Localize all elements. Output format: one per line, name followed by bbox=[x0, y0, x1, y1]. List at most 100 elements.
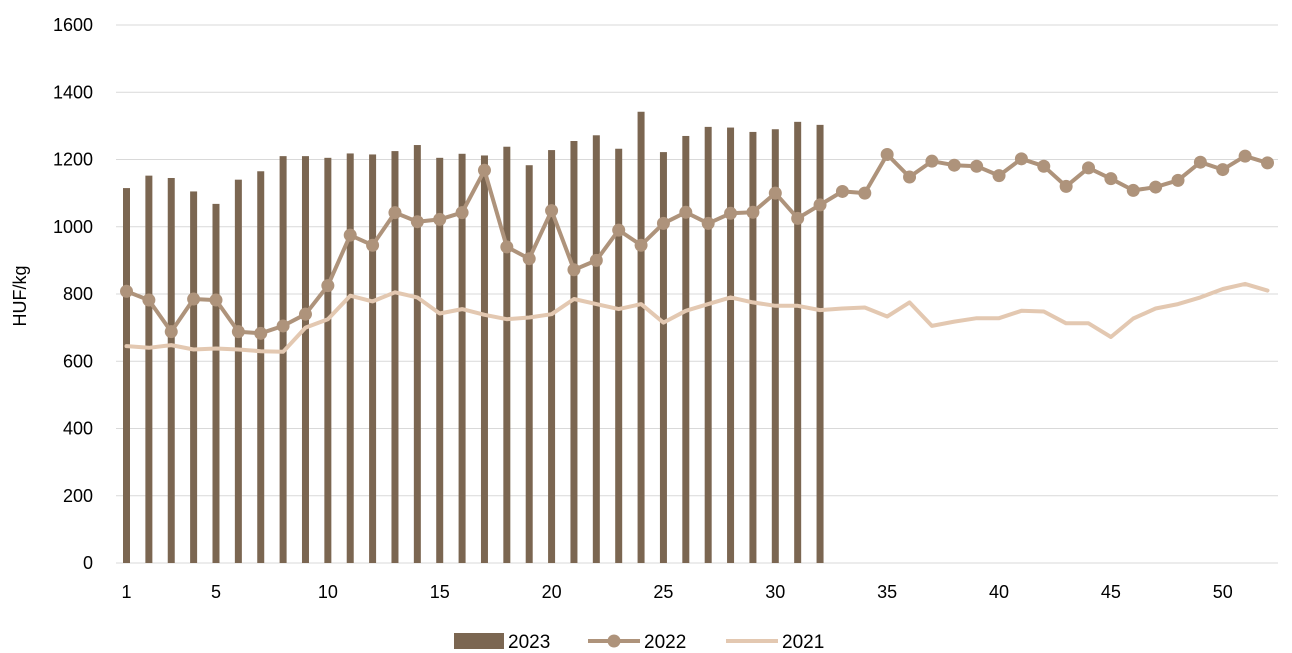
bar-2023 bbox=[704, 126, 712, 563]
point-2022 bbox=[813, 198, 827, 212]
bar-2023 bbox=[324, 157, 332, 563]
point-2022 bbox=[433, 212, 447, 226]
point-2022 bbox=[858, 186, 872, 200]
x-tick-label: 20 bbox=[542, 582, 562, 602]
bar-2023 bbox=[637, 111, 645, 563]
bar-2023 bbox=[659, 152, 667, 564]
point-2022 bbox=[1014, 152, 1028, 166]
point-2022 bbox=[343, 228, 357, 242]
point-2022 bbox=[1171, 173, 1185, 187]
point-2022 bbox=[903, 170, 917, 184]
legend-label-2021: 2021 bbox=[782, 632, 824, 653]
point-2022 bbox=[656, 216, 670, 230]
legend-swatch-2023 bbox=[454, 633, 504, 649]
point-2022 bbox=[701, 216, 715, 230]
bar-2023 bbox=[771, 129, 779, 564]
point-2022 bbox=[835, 184, 849, 198]
bar-2023 bbox=[145, 175, 153, 563]
line-series-2021 bbox=[124, 281, 1270, 354]
point-2022 bbox=[254, 326, 268, 340]
bar-2023 bbox=[257, 171, 265, 564]
legend-marker-2022 bbox=[607, 634, 621, 648]
bar-2023 bbox=[570, 141, 578, 563]
point-2022 bbox=[276, 319, 290, 333]
bar-2023 bbox=[391, 151, 399, 563]
bar-2023 bbox=[346, 153, 354, 563]
point-2022 bbox=[746, 205, 760, 219]
x-tick-label: 30 bbox=[765, 582, 785, 602]
x-axis-ticks: 1 5 10 15 20 25 30 35 40 45 50 bbox=[121, 582, 1232, 602]
point-2022 bbox=[1082, 161, 1096, 175]
point-2022 bbox=[388, 206, 402, 220]
x-tick-label: 25 bbox=[653, 582, 673, 602]
x-tick-label: 5 bbox=[211, 582, 221, 602]
x-tick-label: 15 bbox=[430, 582, 450, 602]
y-tick-label: 1200 bbox=[53, 150, 93, 170]
point-2022 bbox=[880, 147, 894, 161]
point-2022 bbox=[120, 284, 133, 298]
x-tick-label: 50 bbox=[1213, 582, 1233, 602]
y-axis-ticks: 0 200 400 600 800 1000 1200 1400 1600 bbox=[53, 15, 93, 573]
y-tick-label: 1400 bbox=[53, 82, 93, 102]
point-2022 bbox=[970, 159, 984, 173]
point-2022 bbox=[634, 238, 648, 252]
point-2022 bbox=[791, 211, 805, 225]
point-2022 bbox=[298, 307, 312, 321]
point-2022 bbox=[522, 252, 536, 266]
point-2022 bbox=[209, 293, 223, 307]
point-2022 bbox=[231, 325, 245, 339]
bar-2023 bbox=[525, 165, 533, 563]
bar-2023 bbox=[436, 157, 444, 563]
point-2022 bbox=[1149, 180, 1163, 194]
legend-label-2022: 2022 bbox=[644, 632, 686, 653]
point-2022 bbox=[1216, 163, 1230, 177]
x-tick-label: 35 bbox=[877, 582, 897, 602]
bar-2023 bbox=[234, 179, 242, 564]
line-series-2022 bbox=[120, 147, 1274, 340]
bar-2023 bbox=[301, 156, 309, 563]
point-2022 bbox=[1037, 159, 1051, 173]
point-2022 bbox=[768, 186, 782, 200]
bar-2023 bbox=[592, 135, 600, 564]
point-2022 bbox=[925, 154, 939, 168]
bar-2023 bbox=[548, 150, 556, 563]
bar-2023 bbox=[615, 148, 623, 564]
bar-2023 bbox=[190, 191, 198, 563]
point-2022 bbox=[1238, 149, 1252, 163]
point-2022 bbox=[724, 206, 738, 220]
point-2022 bbox=[500, 240, 514, 254]
point-2022 bbox=[1261, 156, 1274, 170]
point-2022 bbox=[1126, 183, 1140, 197]
legend-label-2023: 2023 bbox=[508, 632, 550, 653]
point-2022 bbox=[589, 253, 603, 267]
bar-2023 bbox=[749, 131, 757, 564]
y-tick-label: 200 bbox=[63, 486, 93, 506]
point-2022 bbox=[164, 325, 178, 339]
bar-2023 bbox=[682, 135, 690, 563]
y-tick-label: 1000 bbox=[53, 217, 93, 237]
y-tick-label: 1600 bbox=[53, 15, 93, 35]
bar-series-2023 bbox=[123, 111, 824, 564]
bar-2023 bbox=[123, 188, 130, 564]
point-2022 bbox=[1104, 172, 1118, 186]
bar-2023 bbox=[212, 203, 220, 563]
x-tick-label: 10 bbox=[318, 582, 338, 602]
bar-2023 bbox=[413, 145, 421, 563]
point-2022 bbox=[410, 215, 424, 229]
series-line-2021 bbox=[124, 281, 1270, 354]
legend: 2023 2022 2021 bbox=[454, 632, 824, 653]
gridlines bbox=[116, 24, 1278, 564]
point-2022 bbox=[545, 204, 559, 218]
point-2022 bbox=[366, 238, 380, 252]
x-tick-label: 40 bbox=[989, 582, 1009, 602]
bar-2023 bbox=[458, 153, 466, 563]
y-tick-label: 400 bbox=[63, 419, 93, 439]
x-tick-label: 45 bbox=[1101, 582, 1121, 602]
bar-2023 bbox=[727, 127, 735, 564]
point-2022 bbox=[567, 263, 581, 277]
bar-2023 bbox=[816, 124, 824, 564]
point-2022 bbox=[142, 293, 156, 307]
bar-2023 bbox=[279, 156, 287, 563]
point-2022 bbox=[612, 223, 626, 237]
